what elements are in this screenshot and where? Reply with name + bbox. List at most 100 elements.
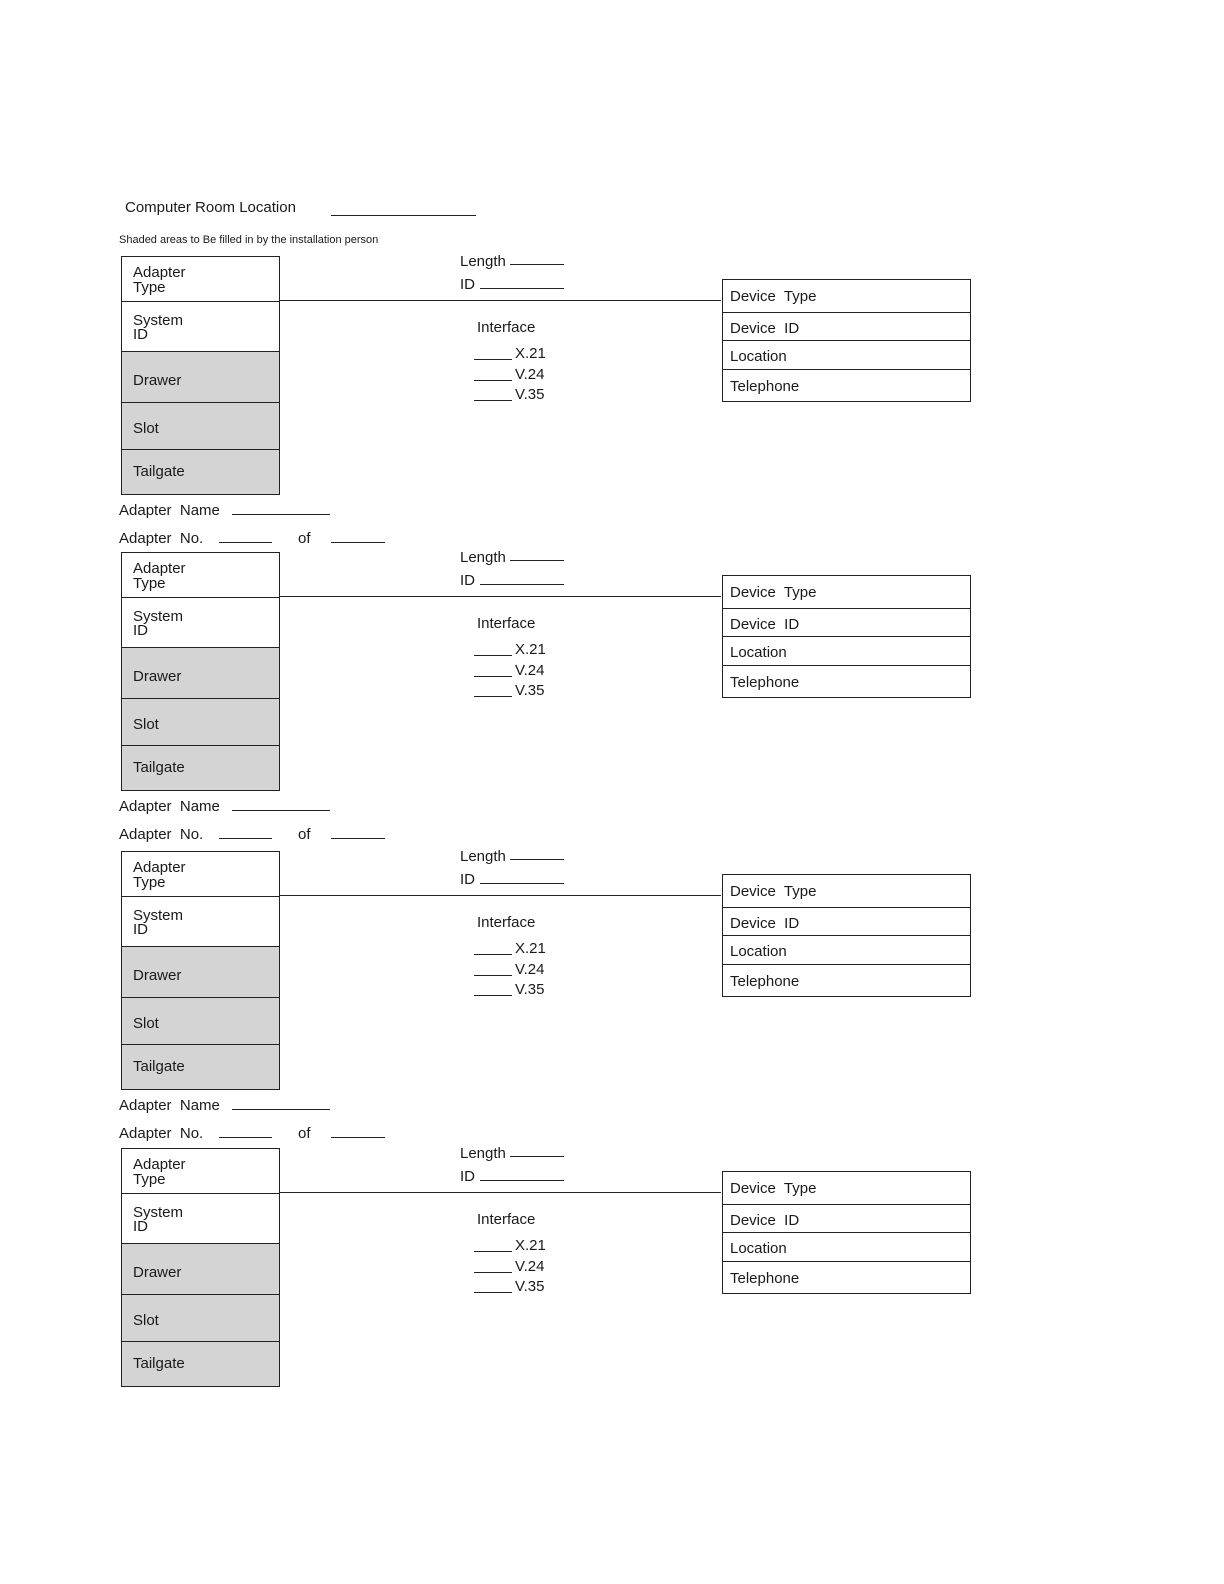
telephone-cell[interactable]: Telephone	[723, 1261, 970, 1293]
of-label: of	[298, 826, 311, 843]
location-cell[interactable]: Location	[723, 340, 970, 369]
device-id-cell[interactable]: Device ID	[723, 312, 970, 340]
drawer-cell[interactable]: Drawer	[122, 647, 279, 698]
location-cell[interactable]: Location	[723, 636, 970, 665]
cable-line	[279, 895, 721, 896]
v35-field[interactable]	[474, 1292, 512, 1293]
v35-field[interactable]	[474, 696, 512, 697]
length-field[interactable]	[510, 560, 564, 561]
adapter-type-cell[interactable]: Adapter Type	[122, 1149, 279, 1193]
v35-label: V.35	[515, 386, 545, 403]
system-id-label: System ID	[133, 312, 184, 343]
v35-field[interactable]	[474, 995, 512, 996]
v24-field[interactable]	[474, 1272, 512, 1273]
telephone-label: Telephone	[730, 973, 800, 990]
device-type-label: Device Type	[730, 288, 817, 305]
tailgate-cell[interactable]: Tailgate	[122, 449, 279, 494]
adapter-type-cell[interactable]: Adapter Type	[122, 553, 279, 597]
slot-cell[interactable]: Slot	[122, 997, 279, 1044]
x21-label: X.21	[515, 345, 546, 362]
length-field[interactable]	[510, 859, 564, 860]
device-type-label: Device Type	[730, 584, 817, 601]
length-field[interactable]	[510, 1156, 564, 1157]
x21-label: X.21	[515, 940, 546, 957]
cable-line	[279, 1192, 721, 1193]
adapter-total-field[interactable]	[331, 838, 385, 839]
x21-label: X.21	[515, 641, 546, 658]
telephone-label: Telephone	[730, 1270, 800, 1287]
location-label: Location	[730, 943, 787, 960]
v24-field[interactable]	[474, 380, 512, 381]
v24-field[interactable]	[474, 975, 512, 976]
device-id-cell[interactable]: Device ID	[723, 608, 970, 636]
cable-id-field[interactable]	[480, 584, 564, 585]
cable-id-field[interactable]	[480, 883, 564, 884]
device-id-label: Device ID	[730, 915, 800, 932]
interface-label: Interface	[477, 1211, 536, 1228]
cable-id-field[interactable]	[480, 1180, 564, 1181]
system-id-cell[interactable]: System ID	[122, 1193, 279, 1243]
adapter-type-cell[interactable]: Adapter Type	[122, 852, 279, 896]
computer-room-location-label: Computer Room Location	[125, 199, 296, 216]
adapter-no-field[interactable]	[219, 1137, 272, 1138]
adapter-name-field[interactable]	[232, 810, 330, 811]
drawer-cell[interactable]: Drawer	[122, 1243, 279, 1294]
id-label: ID	[460, 572, 475, 589]
device-type-cell[interactable]: Device Type	[723, 576, 970, 608]
adapter-type-cell[interactable]: Adapter Type	[122, 257, 279, 301]
adapter-total-field[interactable]	[331, 1137, 385, 1138]
v24-label: V.24	[515, 1258, 545, 1275]
system-id-label: System ID	[133, 907, 184, 938]
adapter-no-label: Adapter No.	[119, 826, 204, 843]
adapter-name-field[interactable]	[232, 514, 330, 515]
tailgate-cell[interactable]: Tailgate	[122, 1341, 279, 1386]
length-label: Length	[460, 253, 506, 270]
device-type-cell[interactable]: Device Type	[723, 1172, 970, 1204]
adapter-no-field[interactable]	[219, 542, 272, 543]
tailgate-cell[interactable]: Tailgate	[122, 745, 279, 790]
device-id-cell[interactable]: Device ID	[723, 1204, 970, 1232]
device-type-cell[interactable]: Device Type	[723, 280, 970, 312]
device-type-cell[interactable]: Device Type	[723, 875, 970, 907]
drawer-cell[interactable]: Drawer	[122, 351, 279, 402]
instructions-note: Shaded areas to Be filled in by the inst…	[119, 234, 379, 246]
slot-cell[interactable]: Slot	[122, 698, 279, 745]
telephone-cell[interactable]: Telephone	[723, 665, 970, 697]
location-label: Location	[730, 644, 787, 661]
system-id-cell[interactable]: System ID	[122, 597, 279, 647]
device-id-cell[interactable]: Device ID	[723, 907, 970, 935]
computer-room-location-field[interactable]	[331, 215, 476, 216]
cable-id-field[interactable]	[480, 288, 564, 289]
x21-field[interactable]	[474, 359, 512, 360]
device-box-1: Device Type Device ID Location Telephone	[722, 279, 971, 402]
device-id-label: Device ID	[730, 320, 800, 337]
slot-cell[interactable]: Slot	[122, 1294, 279, 1341]
adapter-no-field[interactable]	[219, 838, 272, 839]
slot-label: Slot	[133, 420, 159, 437]
drawer-label: Drawer	[133, 1264, 182, 1281]
length-field[interactable]	[510, 264, 564, 265]
x21-field[interactable]	[474, 1251, 512, 1252]
v35-field[interactable]	[474, 400, 512, 401]
telephone-cell[interactable]: Telephone	[723, 369, 970, 401]
device-box-3: Device Type Device ID Location Telephone	[722, 874, 971, 997]
v24-field[interactable]	[474, 676, 512, 677]
slot-cell[interactable]: Slot	[122, 402, 279, 449]
location-cell[interactable]: Location	[723, 1232, 970, 1261]
system-id-cell[interactable]: System ID	[122, 301, 279, 351]
interface-label: Interface	[477, 319, 536, 336]
drawer-label: Drawer	[133, 967, 182, 984]
x21-field[interactable]	[474, 954, 512, 955]
telephone-cell[interactable]: Telephone	[723, 964, 970, 996]
id-label: ID	[460, 276, 475, 293]
tailgate-cell[interactable]: Tailgate	[122, 1044, 279, 1089]
drawer-cell[interactable]: Drawer	[122, 946, 279, 997]
system-id-cell[interactable]: System ID	[122, 896, 279, 946]
x21-field[interactable]	[474, 655, 512, 656]
adapter-total-field[interactable]	[331, 542, 385, 543]
adapter-name-field[interactable]	[232, 1109, 330, 1110]
device-id-label: Device ID	[730, 1212, 800, 1229]
tailgate-label: Tailgate	[133, 1355, 185, 1372]
slot-label: Slot	[133, 1312, 159, 1329]
location-cell[interactable]: Location	[723, 935, 970, 964]
